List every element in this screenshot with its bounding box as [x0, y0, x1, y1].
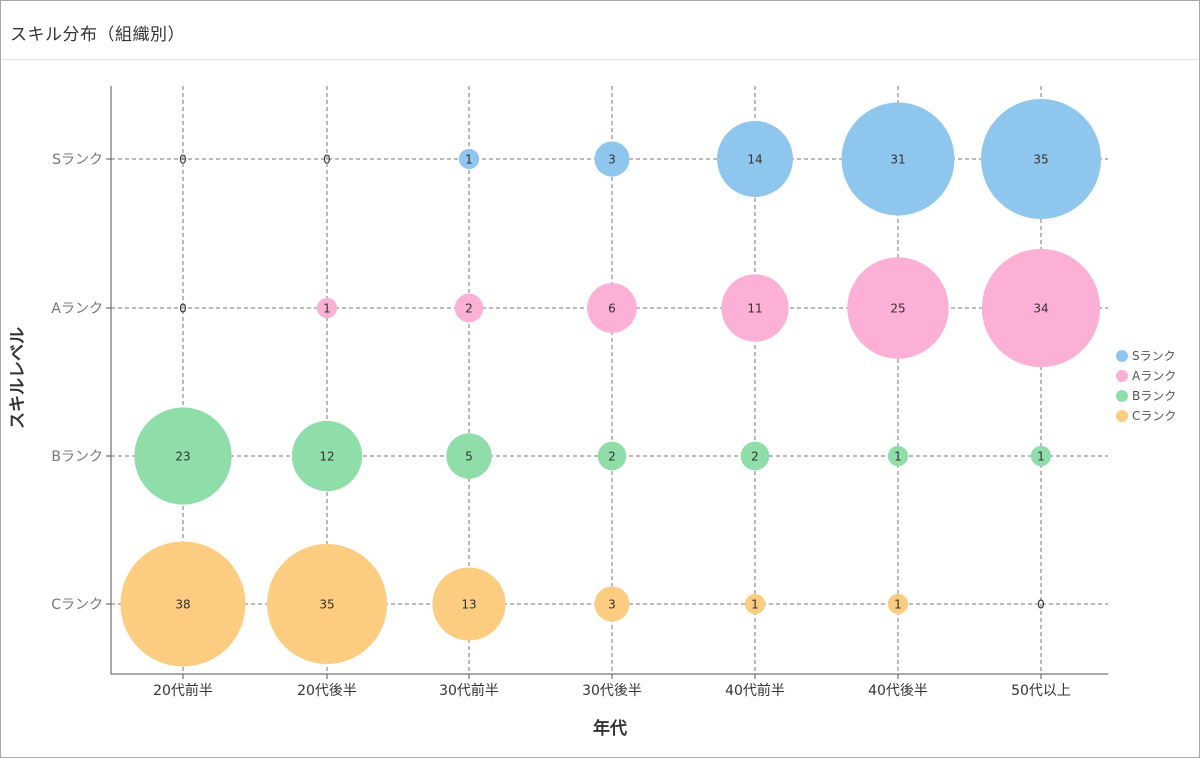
bubble[interactable]	[841, 102, 955, 216]
bubble[interactable]	[458, 148, 480, 170]
y-tick-label: Bランク	[51, 449, 103, 465]
bubble-value-label: 38	[175, 598, 190, 612]
bubble-value-label: 3	[608, 153, 616, 167]
bubble[interactable]	[887, 593, 909, 615]
bubble-value-label: 1	[894, 450, 902, 464]
bubble[interactable]	[847, 257, 949, 359]
legend-swatch	[1116, 390, 1128, 402]
bubble[interactable]	[981, 99, 1101, 219]
bubble-value-label: 0	[179, 302, 187, 316]
bubble[interactable]	[432, 567, 506, 641]
x-tick-label: 20代後半	[297, 683, 357, 699]
bubble-value-label: 0	[323, 153, 331, 167]
bubble-value-label: 6	[608, 302, 616, 316]
bubble-value-label: 13	[461, 598, 476, 612]
legend-swatch	[1116, 350, 1128, 362]
bubble[interactable]	[587, 283, 637, 333]
bubble-value-label: 31	[890, 153, 905, 167]
bubble[interactable]	[1030, 445, 1052, 467]
legend[interactable]: Sランク Aランク Bランク Cランク	[1116, 349, 1176, 423]
bubble[interactable]	[597, 441, 627, 471]
bubble[interactable]	[740, 441, 770, 471]
bubble-value-label: 34	[1033, 302, 1048, 316]
bubble[interactable]	[120, 541, 246, 667]
bubble-value-label: 3	[608, 598, 616, 612]
bubble-value-label: 11	[747, 302, 762, 316]
x-tick-label: 30代後半	[582, 683, 642, 699]
axes	[110, 86, 1108, 675]
bubble-value-label: 25	[890, 302, 905, 316]
y-tick-label: Sランク	[52, 152, 103, 168]
bubble[interactable]	[744, 593, 766, 615]
bubble-value-label: 35	[319, 598, 334, 612]
x-tick-label: 50代以上	[1011, 683, 1071, 699]
chart-title: スキル分布（組織別）	[10, 25, 185, 45]
y-tick-label: Cランク	[51, 597, 103, 613]
bubble-value-label: 1	[894, 598, 902, 612]
bubble-value-label: 1	[465, 153, 473, 167]
bubble-value-label: 14	[747, 153, 762, 167]
bubble[interactable]	[721, 274, 789, 342]
x-tick-label: 40代後半	[868, 683, 928, 699]
legend-item-label[interactable]: Aランク	[1132, 369, 1176, 383]
x-tick-label: 30代前半	[439, 682, 499, 699]
bubble-value-label: 0	[1037, 598, 1045, 612]
bubble[interactable]	[594, 586, 630, 622]
bubble[interactable]	[887, 445, 909, 467]
bubble-value-label: 1	[1037, 450, 1045, 464]
card-header: スキル分布（組織別）	[2, 2, 1198, 60]
bubble[interactable]	[267, 544, 387, 664]
y-axis-title: スキルレベル	[8, 327, 28, 429]
x-axis-title: 年代	[593, 718, 627, 739]
legend-swatch	[1116, 410, 1128, 422]
bubble-value-label: 12	[319, 450, 334, 464]
legend-item-label[interactable]: Sランク	[1132, 349, 1176, 363]
bubble-value-label: 2	[608, 450, 616, 464]
tick-labels: Sランク Aランク Bランク Cランク 20代前半 20代後半 30代前半 30代後半 40代前…	[51, 152, 1071, 699]
bubble-value-label: 1	[751, 598, 759, 612]
bubble[interactable]	[454, 293, 484, 323]
bubble-value-label: 2	[465, 302, 473, 316]
bubble-value-label: 1	[323, 302, 331, 316]
bubble-value-label: 5	[465, 450, 473, 464]
bubble-value-label: 35	[1033, 153, 1048, 167]
bubble[interactable]	[594, 141, 630, 177]
bubble[interactable]	[981, 248, 1101, 368]
y-tick-label: Aランク	[51, 301, 103, 317]
bubble-value-label: 0	[179, 153, 187, 167]
bubble[interactable]	[717, 121, 793, 197]
bubble[interactable]	[291, 420, 363, 492]
bubble-value-label: 23	[175, 450, 190, 464]
legend-item-label[interactable]: Cランク	[1132, 409, 1176, 423]
bubble-value-label: 2	[751, 450, 759, 464]
x-tick-label: 20代前半	[153, 682, 213, 699]
bubble[interactable]	[134, 407, 232, 505]
x-tick-label: 40代前半	[725, 682, 785, 699]
legend-item-label[interactable]: Bランク	[1132, 389, 1176, 403]
legend-swatch	[1116, 370, 1128, 382]
bubble[interactable]	[446, 433, 492, 479]
bubble[interactable]	[316, 297, 338, 319]
